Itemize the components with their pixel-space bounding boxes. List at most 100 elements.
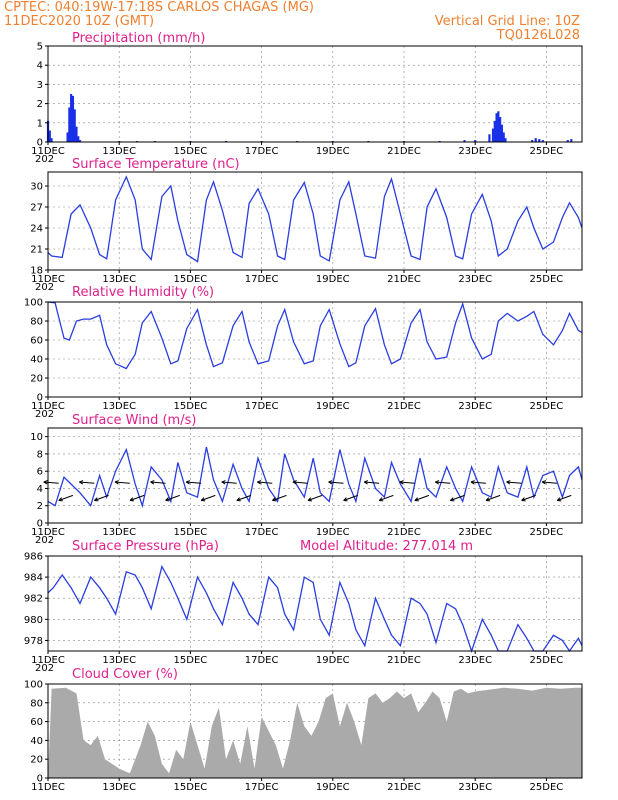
precip-bar — [504, 138, 507, 142]
wind-arrow-head — [221, 481, 226, 485]
x-year-label: 202 — [35, 663, 54, 674]
panel-title: Cloud Cover (%) — [72, 667, 178, 682]
precip-bar — [70, 94, 73, 142]
x-tick-label: 21DEC — [387, 274, 421, 285]
wind-arrow-shaft — [485, 494, 501, 501]
x-tick-label: 13DEC — [102, 527, 136, 538]
wind-arrow-head — [506, 480, 511, 483]
wind-arrow — [485, 494, 501, 502]
header-grid-note: Vertical Grid Line: 10Z — [435, 14, 580, 29]
wind-arrow-shaft — [236, 494, 252, 501]
header: CPTEC: 040:19W-17:18S CARLOS CHAGAS (MG)… — [4, 0, 580, 43]
wind-arrow-head — [200, 497, 205, 501]
y-tick-label: 0 — [37, 393, 43, 404]
x-tick-label: 25DEC — [530, 782, 564, 793]
panel-6: 0 20 40 60 80 100 11DEC 13DEC 15DEC 17DEC 19DEC 21D… — [24, 667, 583, 793]
wind-arrow — [150, 480, 166, 485]
x-tick-label: 23DEC — [458, 401, 492, 412]
plot-frame — [47, 171, 583, 271]
wind-arrow-head — [221, 480, 226, 483]
x-tick-label: 11DEC — [31, 655, 65, 666]
x-tick-label: 19DEC — [316, 401, 350, 412]
wind-arrow-head — [292, 481, 297, 485]
y-tick-label: 21 — [30, 245, 43, 256]
wind-arrow-head — [470, 480, 475, 483]
wind-arrow-head — [94, 497, 98, 501]
wind-arrow-shaft — [343, 494, 358, 501]
wind-arrow-head — [150, 481, 155, 485]
y-tick-label: 8 — [37, 449, 43, 460]
series-line — [47, 175, 583, 263]
y-tick-label: 0 — [37, 138, 43, 149]
wind-arrow-head — [328, 481, 333, 485]
panel-title: Surface Pressure (hPa) — [72, 539, 219, 554]
wind-arrow-shaft — [292, 481, 308, 484]
x-tick-label: 15DEC — [174, 655, 208, 666]
precip-bar — [48, 130, 51, 142]
x-tick-label: 13DEC — [102, 146, 136, 157]
x-year-label: 202 — [35, 409, 54, 420]
panel-3: 0 20 40 60 80 100 11DEC 13DEC 15DEC 17DEC 19DEC 21D… — [24, 285, 583, 420]
precip-bar — [531, 140, 534, 142]
wind-arrow-shaft — [79, 481, 95, 484]
x-tick-label: 11DEC — [31, 274, 65, 285]
y-tick-label: 1 — [37, 118, 43, 129]
precip-bar — [488, 134, 491, 142]
wind-arrow — [94, 494, 109, 502]
x-tick-label: 19DEC — [316, 274, 350, 285]
wind-arrow — [378, 494, 394, 502]
x-year-label: 202 — [35, 154, 54, 165]
wind-arrow — [79, 480, 95, 485]
wind-arrow-head — [114, 480, 119, 483]
y-tick-label: 40 — [30, 736, 43, 747]
y-tick-label: 2 — [37, 99, 43, 110]
wind-arrow-shaft — [201, 494, 216, 501]
x-tick-label: 17DEC — [245, 401, 279, 412]
y-tick-label: 980 — [24, 615, 43, 626]
wind-arrow — [58, 494, 74, 502]
x-tick-label: 17DEC — [245, 782, 279, 793]
precip-bar — [73, 109, 76, 142]
y-tick-label: 0 — [37, 519, 43, 530]
x-tick-label: 13DEC — [102, 655, 136, 666]
wind-arrow-head — [165, 497, 169, 501]
cloud-cover-area — [48, 687, 582, 778]
series-line — [47, 301, 583, 370]
wind-arrow-head — [58, 497, 62, 501]
x-tick-label: 25DEC — [530, 527, 564, 538]
wind-arrow — [541, 480, 558, 485]
wind-arrow-head — [399, 481, 404, 485]
wind-arrow-head — [150, 480, 155, 483]
plot-frame — [47, 301, 583, 398]
plot-frame — [47, 555, 583, 652]
wind-arrow — [343, 494, 358, 502]
panels: 0 1 2 3 4 5 11DEC 13DEC 15DEC 17DEC 19DEC 21DEC 23DE… — [24, 31, 583, 793]
header-date: 11DEC2020 10Z (GMT) — [4, 14, 154, 29]
wind-arrow-shaft — [542, 481, 558, 484]
wind-arrow-head — [506, 481, 511, 485]
x-tick-label: 23DEC — [458, 782, 492, 793]
header-station: CPTEC: 040:19W-17:18S CARLOS CHAGAS (MG) — [4, 0, 314, 15]
wind-arrow-shaft — [43, 481, 59, 484]
wind-arrow — [521, 494, 536, 502]
wind-arrow-head — [257, 480, 262, 483]
x-tick-label: 17DEC — [245, 146, 279, 157]
y-tick-label: 2 — [37, 501, 43, 512]
wind-arrow — [129, 494, 145, 502]
wind-arrow — [236, 494, 252, 502]
precip-bar — [474, 140, 477, 142]
wind-arrow-shaft — [399, 481, 415, 484]
y-tick-label: 100 — [24, 298, 43, 309]
x-tick-label: 25DEC — [530, 274, 564, 285]
y-tick-label: 3 — [37, 80, 43, 91]
precip-bar — [499, 117, 502, 142]
wind-arrow — [221, 480, 237, 485]
wind-arrow-head — [79, 481, 84, 485]
wind-arrow-head — [328, 480, 333, 483]
wind-arrow-head — [556, 497, 561, 501]
y-tick-label: 100 — [24, 680, 43, 691]
y-tick-label: 40 — [30, 355, 43, 366]
panel-2: 18 21 24 27 30 11DEC 13DEC 15DEC 17DEC 19DEC 21DEC… — [30, 157, 583, 293]
precip-bar — [534, 138, 537, 142]
